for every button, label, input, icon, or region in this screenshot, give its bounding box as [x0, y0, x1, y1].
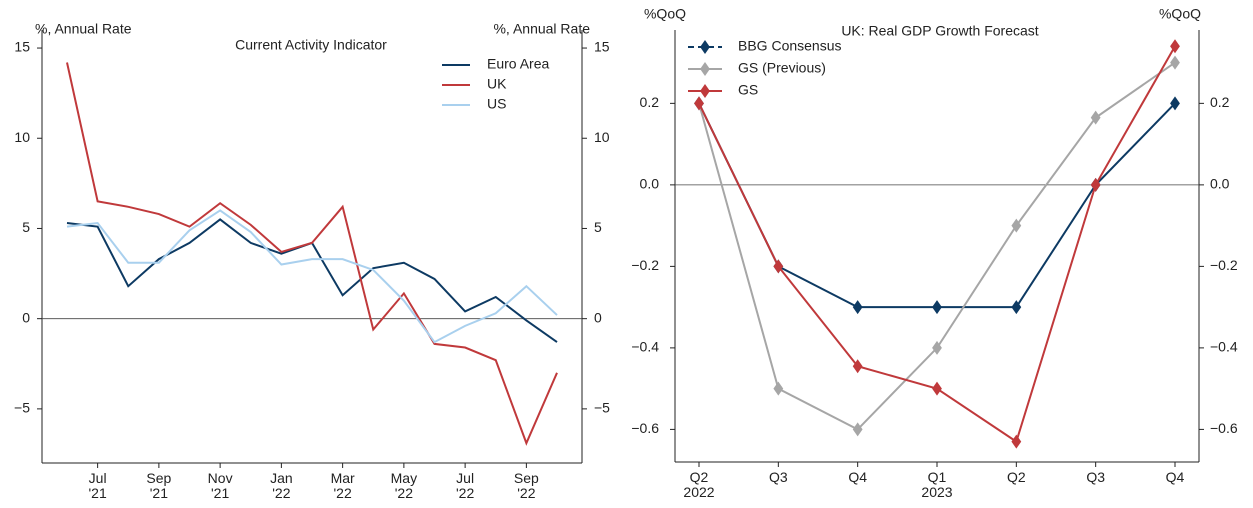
series-line: [698, 61, 1176, 431]
marker: [773, 259, 784, 274]
axis-label: %QoQ: [1159, 6, 1201, 22]
marker: [852, 300, 863, 315]
x-tick-label: Q3: [1086, 469, 1105, 485]
legend-marker: [700, 84, 710, 98]
y-tick-label: 15: [14, 39, 30, 55]
marker: [1170, 96, 1180, 111]
legend-label: Euro Area: [487, 56, 549, 72]
axis-label: %QoQ: [644, 6, 686, 22]
y-tick-label: −5: [594, 400, 610, 416]
marker: [1011, 300, 1022, 315]
series-line: [66, 62, 558, 446]
legend-label: US: [487, 96, 506, 112]
legend-label: GS: [738, 82, 758, 98]
x-tick-label: Q2: [1006, 469, 1026, 485]
marker: [1011, 434, 1022, 449]
x-tick-label: Q4: [1165, 469, 1185, 485]
chart: 0.2 0.2 0.0 0.0 −0.2 −0.2 −0.4 −0.4 −0.6 −0.6 UK: …: [632, 6, 1238, 467]
axis-label: %, Annual Rate: [35, 21, 132, 37]
y-tick-label: 10: [594, 129, 610, 145]
x-tick-label: Q1 2023: [921, 469, 953, 500]
y-tick-label: −5: [14, 400, 30, 416]
y-tick-label: 5: [22, 219, 30, 235]
y-tick-label: −0.6: [1210, 420, 1238, 436]
y-tick-label: 15: [594, 39, 610, 55]
x-tick-label: May '22: [390, 470, 418, 501]
marker: [932, 300, 942, 315]
y-tick-label: −0.2: [1210, 257, 1238, 273]
y-tick-label: 0: [22, 309, 30, 325]
x-tick-label: Nov '21: [207, 470, 233, 501]
y-tick-label: −0.4: [632, 339, 659, 355]
x-tick-label: Jan '22: [270, 470, 293, 501]
series-line: [698, 102, 1176, 309]
y-tick-label: −0.4: [1210, 339, 1238, 355]
marker: [932, 340, 942, 355]
marker: [852, 359, 863, 374]
y-tick-label: 0.2: [640, 94, 660, 110]
marker: [1170, 55, 1180, 70]
y-tick-label: 10: [14, 129, 30, 145]
chart-title: Current Activity Indicator: [235, 37, 387, 53]
y-tick-label: 0.2: [1210, 94, 1230, 110]
marker: [852, 422, 863, 437]
axis-label: %, Annual Rate: [493, 21, 590, 37]
series-line: [66, 209, 558, 344]
chart: −5 −5 0 0 5 5 10 10 15 15 Current Activity Indicat…: [14, 21, 610, 468]
x-tick-label: Q3: [768, 469, 788, 485]
y-tick-label: −0.2: [632, 257, 659, 273]
series-line: [66, 218, 558, 343]
legend-marker: [700, 40, 710, 54]
legend-marker: [700, 62, 710, 76]
marker: [1011, 218, 1022, 233]
legend-label: GS (Previous): [738, 60, 826, 76]
marker: [773, 381, 784, 396]
y-tick-label: −0.6: [632, 420, 659, 436]
x-tick-label: Q2 2022: [683, 469, 715, 500]
marker: [932, 381, 942, 396]
y-tick-label: 0.0: [1210, 176, 1230, 192]
x-tick-label: Mar '22: [330, 470, 355, 501]
x-tick-label: Sep '21: [146, 470, 172, 501]
y-tick-label: 5: [594, 219, 602, 235]
legend-label: BBG Consensus: [738, 38, 842, 54]
y-tick-label: 0.0: [640, 176, 660, 192]
chart-title: UK: Real GDP Growth Forecast: [841, 23, 1038, 39]
x-tick-label: Jul '21: [88, 470, 107, 501]
x-tick-label: Jul '22: [456, 470, 475, 501]
y-tick-label: 0: [594, 309, 602, 325]
marker: [694, 96, 704, 111]
x-tick-label: Sep '22: [513, 470, 539, 501]
x-tick-label: Q4: [848, 469, 867, 485]
marker: [1170, 39, 1180, 54]
legend-label: UK: [487, 76, 507, 92]
